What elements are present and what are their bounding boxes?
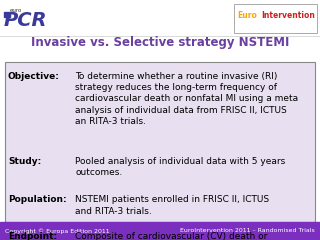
Text: EuroIntervention 2011 – Randomised Trials: EuroIntervention 2011 – Randomised Trial…	[180, 228, 315, 234]
Text: To determine whether a routine invasive (RI)
strategy reduces the long-term freq: To determine whether a routine invasive …	[75, 72, 298, 126]
Text: euro: euro	[10, 8, 23, 13]
Text: NSTEMI patients enrolled in FRISC II, ICTUS
and RITA-3 trials.: NSTEMI patients enrolled in FRISC II, IC…	[75, 195, 269, 216]
Text: PCR: PCR	[4, 11, 47, 30]
Text: Composite of cardiovascular (CV) death or
non-fatal MI.: Composite of cardiovascular (CV) death o…	[75, 232, 268, 240]
Text: Euro: Euro	[237, 12, 257, 20]
Text: Study:: Study:	[8, 157, 41, 166]
FancyBboxPatch shape	[5, 62, 315, 222]
Text: Endpoint:: Endpoint:	[8, 232, 57, 240]
Bar	[0, 222, 320, 240]
Text: Invasive vs. Selective strategy NSTEMI: Invasive vs. Selective strategy NSTEMI	[31, 36, 289, 49]
Text: Pooled analysis of individual data with 5 years
outcomes.: Pooled analysis of individual data with …	[75, 157, 285, 177]
Bar	[4, 12, 10, 17]
Text: Copyright © Europa Edition 2011: Copyright © Europa Edition 2011	[5, 228, 109, 234]
Text: Objective:: Objective:	[8, 72, 60, 81]
Text: Population:: Population:	[8, 195, 67, 204]
Text: Intervention: Intervention	[261, 12, 315, 20]
Bar	[0, 0, 320, 36]
FancyBboxPatch shape	[234, 4, 317, 33]
